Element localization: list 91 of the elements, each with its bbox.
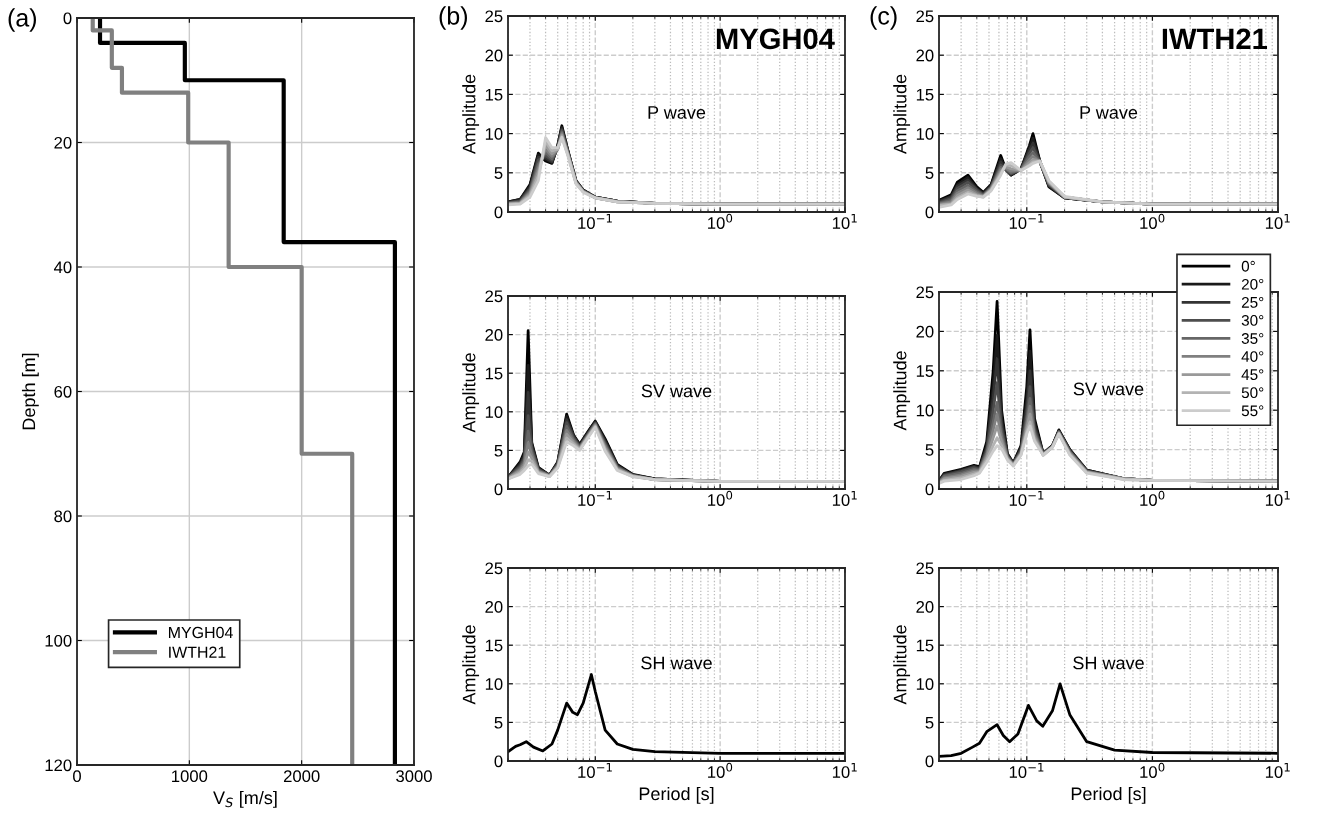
y-tick-label: 10 (485, 128, 503, 140)
x-tick-label: 10$^{0}$ (1140, 490, 1165, 506)
y-axis-title: Amplitude (893, 625, 911, 705)
y-tick-label: 5 (494, 716, 503, 729)
y-axis-title: Amplitude (462, 74, 480, 155)
y-tick-label: 0 (63, 12, 72, 25)
legend-label: 45° (1241, 369, 1264, 381)
y-tick-label: 10 (916, 678, 934, 690)
chart-subtitle: MYGH04 (716, 28, 835, 50)
y-tick-label: 15 (916, 88, 934, 101)
y-tick-label: 15 (485, 639, 503, 652)
y-axis-title: Amplitude (893, 351, 911, 431)
legend-label: IWTH21 (169, 646, 226, 658)
y-axis-title: Depth [m] (21, 353, 39, 430)
x-tick-label: 1000 (172, 770, 208, 783)
legend-label: 30° (1241, 315, 1264, 326)
legend-label: 35° (1241, 333, 1264, 344)
y-tick-label: 25 (485, 562, 503, 575)
chart-title: (b) (439, 6, 467, 30)
y-tick-label: 15 (916, 365, 934, 377)
x-tick-label: 10$^{0}$ (708, 762, 733, 778)
y-tick-label: 10 (485, 678, 503, 690)
y-tick-label: 20 (54, 136, 72, 149)
x-tick-label: 10$^{−1}$ (1009, 490, 1044, 506)
y-tick-label: 20 (485, 329, 503, 341)
x-tick-label: 2000 (283, 770, 320, 783)
x-tick-label: 10$^{−1}$ (578, 490, 612, 506)
y-axis-title: Amplitude (893, 74, 911, 155)
y-tick-label: 20 (916, 601, 934, 613)
chart-title: (c) (870, 6, 897, 30)
x-tick-label: 10$^{0}$ (708, 490, 733, 506)
y-axis-title: Amplitude (462, 625, 480, 705)
legend-label: 55° (1241, 405, 1264, 417)
x-tick-label: 10$^{1}$ (1265, 490, 1290, 506)
y-tick-label: 25 (485, 10, 503, 23)
chart-title: (a) (8, 8, 36, 32)
x-tick-label: 10$^{−1}$ (1009, 213, 1044, 229)
chart-subtitle: IWTH21 (1162, 28, 1268, 49)
y-tick-label: 5 (494, 167, 503, 179)
x-tick-label: 10$^{1}$ (832, 762, 857, 778)
x-tick-label: 10$^{−1}$ (578, 762, 612, 778)
y-tick-label: 10 (485, 406, 503, 418)
x-tick-label: 10$^{0}$ (1140, 762, 1165, 778)
x-tick-label: 10$^{1}$ (832, 213, 857, 229)
x-tick-label: 10$^{−1}$ (578, 213, 612, 229)
x-tick-label: 10$^{1}$ (832, 490, 857, 506)
y-tick-label: 15 (485, 88, 503, 101)
y-tick-label: 25 (485, 290, 503, 303)
x-tick-label: 10$^{−1}$ (1009, 762, 1044, 778)
y-tick-label: 20 (916, 325, 934, 338)
y-tick-label: 15 (485, 367, 503, 380)
y-tick-label: 5 (494, 444, 503, 457)
y-tick-label: 25 (916, 562, 934, 575)
legend-label: 40° (1241, 351, 1264, 362)
legend-label: 25° (1241, 296, 1264, 308)
annotation: P wave (648, 106, 706, 119)
y-tick-label: 20 (485, 601, 503, 613)
y-tick-label: 20 (485, 49, 503, 62)
y-axis-title: Amplitude (462, 353, 480, 433)
annotation: SV wave (1073, 382, 1144, 396)
y-tick-label: 40 (53, 261, 72, 274)
y-tick-label: 5 (925, 167, 934, 179)
x-axis-title: Period [s] (639, 786, 714, 804)
annotation: P wave (1080, 106, 1138, 119)
x-axis-title: V$_{S}$ [m/s] (213, 790, 277, 808)
y-tick-label: 20 (916, 49, 934, 62)
x-tick-label: 3000 (396, 770, 432, 783)
y-tick-label: 5 (925, 444, 934, 456)
y-tick-label: 80 (54, 510, 72, 523)
annotation: SH wave (641, 656, 712, 670)
y-tick-label: 5 (925, 716, 934, 729)
legend-label: MYGH04 (168, 626, 233, 639)
x-tick-label: 10$^{0}$ (1140, 213, 1165, 229)
legend-label: 20° (1241, 278, 1264, 290)
y-tick-label: 10 (916, 404, 934, 417)
x-tick-label: 10$^{0}$ (708, 213, 733, 229)
annotation: SV wave (641, 384, 712, 398)
x-tick-label: 10$^{1}$ (1265, 213, 1290, 229)
x-tick-label: 0 (73, 770, 81, 783)
legend-label: 0° (1241, 260, 1255, 272)
y-tick-label: 120 (45, 759, 72, 772)
y-tick-label: 10 (916, 128, 934, 140)
legend-label: 50° (1241, 387, 1264, 399)
annotation: SH wave (1073, 656, 1144, 670)
y-tick-label: 60 (54, 385, 72, 398)
x-axis-title: Period [s] (1071, 786, 1146, 804)
y-tick-label: 15 (916, 639, 934, 652)
x-tick-label: 10$^{1}$ (1265, 762, 1290, 778)
y-tick-label: 25 (916, 10, 934, 23)
y-tick-label: 25 (916, 286, 934, 299)
y-tick-label: 100 (45, 634, 72, 647)
